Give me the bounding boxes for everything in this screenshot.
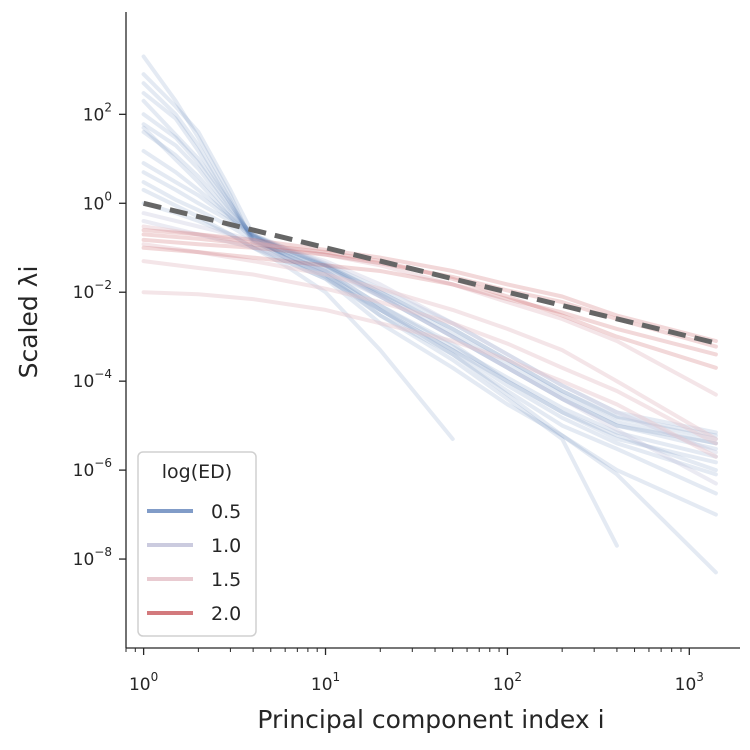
series-line-ed-2.0-1 [141, 228, 718, 343]
series-line-ed-1.0-2 [141, 219, 718, 486]
series-line-ed-0.5-4 [141, 112, 718, 451]
y-tick-label: 10−2 [73, 278, 112, 303]
series-line-ed-1.0-1 [141, 211, 718, 455]
x-tick-label: 103 [675, 670, 704, 695]
series-line-ed-0.5-6 [141, 149, 718, 435]
y-axis-title: Scaled λi [14, 266, 43, 379]
legend-label-1.5: 1.5 [211, 569, 241, 591]
series-line-ed-2.0-4 [141, 245, 718, 357]
series-line-ed-0.5-14 [141, 98, 718, 575]
reference-dashed-line [143, 200, 717, 346]
series-line-ed-0.5-12 [141, 180, 718, 459]
series-line-ed-1.5-4 [141, 259, 718, 446]
series-line-ed-0.5-13 [141, 187, 455, 441]
axes-layer [119, 12, 740, 655]
series-line-ed-0.5-10 [141, 122, 718, 446]
y-tick-label: 10−8 [73, 545, 112, 570]
y-tick-label: 100 [83, 189, 112, 214]
series-line-ed-0.5-15 [141, 125, 619, 548]
y-tick-label: 10−4 [73, 367, 112, 392]
legend-label-1.0: 1.0 [211, 535, 241, 557]
series-line-ed-0.5-11 [141, 161, 718, 438]
legend-label-0.5: 0.5 [211, 501, 241, 523]
series-line-ed-0.5-3 [141, 91, 718, 473]
curve-layer [141, 54, 718, 575]
series-line-ed-1.5-1 [141, 224, 718, 397]
legend-label-2.0: 2.0 [211, 603, 241, 625]
y-tick-label: 102 [83, 100, 112, 125]
x-tick-label: 102 [493, 670, 522, 695]
series-line-ed-0.5-7 [141, 170, 718, 446]
x-tick-label: 101 [311, 670, 340, 695]
tick-label-layer: 100 101 102 103 102 100 10−2 10−4 10−6 10−8 [73, 100, 704, 695]
series-line-ed-0.5-9 [141, 81, 718, 477]
series-line-ed-0.5-5 [141, 130, 718, 441]
series-group-ed-1.5 [141, 224, 718, 459]
series-group-ed-1.0 [141, 211, 718, 486]
legend-title: log(ED) [162, 461, 232, 483]
x-axis-title: Principal component index i [257, 705, 604, 734]
series-line-ed-1.5-3 [141, 290, 718, 459]
legend: log(ED) 0.5 1.0 1.5 2.0 [137, 451, 257, 637]
series-line-ed-0.5-1 [141, 54, 718, 517]
series-line-ed-0.5-8 [141, 201, 718, 465]
legend-box [137, 451, 257, 637]
series-line-ed-1.5-2 [141, 242, 718, 441]
y-tick-label: 10−6 [73, 456, 112, 481]
series-group-ed-0.5 [141, 54, 718, 575]
reference-line-layer [143, 200, 717, 346]
series-line-ed-0.5-2 [141, 72, 718, 496]
x-tick-label: 100 [129, 670, 158, 695]
